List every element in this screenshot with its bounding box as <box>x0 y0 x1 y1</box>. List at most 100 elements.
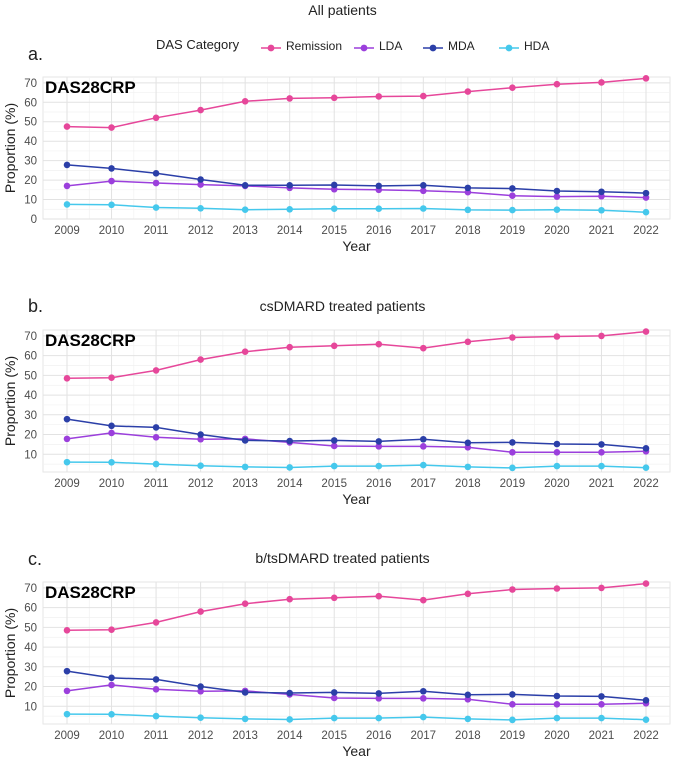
x-tick-label: 2012 <box>188 730 214 742</box>
point-remission <box>598 332 605 340</box>
point-remission <box>108 626 115 634</box>
y-tick-label: 50 <box>24 370 37 382</box>
point-remission <box>286 343 293 351</box>
legend-key-hda <box>498 42 520 54</box>
point-remission <box>197 608 204 615</box>
point-remission <box>553 80 561 88</box>
point-remission <box>420 596 427 604</box>
point-hda <box>108 711 115 718</box>
x-axis-title: Year <box>342 743 371 759</box>
point-mda <box>108 422 115 430</box>
y-tick-label: 10 <box>24 701 37 713</box>
x-tick-label: 2010 <box>99 730 125 742</box>
x-tick-label: 2017 <box>411 478 437 490</box>
point-mda <box>241 182 249 189</box>
legend-key-lda <box>353 42 375 54</box>
point-hda <box>286 716 293 723</box>
point-lda <box>509 192 516 199</box>
point-hda <box>241 715 249 723</box>
point-mda <box>509 439 516 446</box>
legend-label-lda: LDA <box>379 39 403 53</box>
point-remission <box>241 98 249 105</box>
point-mda <box>375 182 383 190</box>
point-hda <box>63 710 71 718</box>
point-remission <box>197 356 204 363</box>
point-mda <box>598 693 605 700</box>
point-hda <box>642 208 650 216</box>
x-tick-label: 2022 <box>633 478 659 490</box>
panel-label-b: b. <box>28 296 44 316</box>
series-line-remission <box>66 330 647 380</box>
point-lda <box>63 182 71 190</box>
point-hda <box>241 463 249 471</box>
series-line-lda <box>66 432 647 454</box>
x-axis-title: Year <box>342 491 371 507</box>
point-lda <box>598 448 605 456</box>
point-mda <box>197 431 204 438</box>
y-tick-label: 20 <box>24 682 37 694</box>
point-mda <box>553 440 561 448</box>
point-remission <box>509 586 516 593</box>
point-remission <box>330 94 338 102</box>
point-mda <box>553 187 561 195</box>
point-mda <box>420 182 427 189</box>
x-tick-label: 2014 <box>277 225 303 237</box>
y-axis-title: Proportion (%) <box>2 103 18 193</box>
series-line-mda <box>66 670 647 702</box>
x-tick-label: 2019 <box>500 225 526 237</box>
point-remission <box>598 79 605 86</box>
x-tick-label: 2013 <box>232 225 258 237</box>
y-tick-label: 70 <box>24 78 37 90</box>
point-lda <box>375 695 383 702</box>
point-hda <box>598 206 605 214</box>
point-mda <box>286 182 293 189</box>
y-tick-label: 30 <box>24 662 37 674</box>
point-lda <box>330 694 338 702</box>
point-remission <box>509 334 516 341</box>
point-mda <box>330 689 338 696</box>
point-lda <box>553 700 561 708</box>
y-tick-label: 20 <box>24 175 37 187</box>
x-tick-label: 2015 <box>321 478 347 490</box>
point-hda <box>598 714 605 722</box>
y-tick-label: 70 <box>24 583 37 595</box>
point-mda <box>63 161 71 169</box>
point-lda <box>420 187 427 195</box>
point-mda <box>108 674 115 682</box>
point-hda <box>63 458 71 466</box>
y-tick-label: 30 <box>24 156 37 168</box>
panel-label-c: c. <box>28 549 43 569</box>
panel-c-subtitle: b/tsDMARD treated patients <box>255 550 430 566</box>
point-lda <box>330 442 338 450</box>
point-remission <box>330 342 338 350</box>
y-tick-label: 0 <box>31 214 37 226</box>
point-mda <box>598 441 605 448</box>
x-tick-label: 2010 <box>99 225 125 237</box>
x-tick-label: 2012 <box>188 225 214 237</box>
panel-badge: DAS28CRP <box>45 331 136 350</box>
y-tick-label: 50 <box>24 622 37 634</box>
point-mda <box>464 439 472 447</box>
point-hda <box>642 716 650 723</box>
point-mda <box>375 438 383 445</box>
point-hda <box>330 714 338 722</box>
point-mda <box>420 687 427 695</box>
point-lda <box>553 193 561 200</box>
point-remission <box>286 595 293 603</box>
x-tick-label: 2016 <box>366 225 392 237</box>
point-lda <box>464 444 472 451</box>
point-hda <box>330 205 338 212</box>
point-hda <box>375 205 383 212</box>
x-tick-label: 2019 <box>500 478 526 490</box>
point-remission <box>420 92 427 100</box>
point-hda <box>509 464 516 472</box>
point-hda <box>375 714 383 722</box>
point-mda <box>330 181 338 189</box>
point-mda <box>197 683 204 690</box>
point-remission <box>152 114 160 122</box>
point-mda <box>63 667 71 675</box>
point-hda <box>152 204 160 211</box>
y-tick-label: 40 <box>24 390 37 402</box>
chart-btsdmard: 10 20 30 40 50 60 70 2009 2010 2011 2012 2013 2014 20… <box>2 580 671 759</box>
point-lda <box>420 695 427 702</box>
